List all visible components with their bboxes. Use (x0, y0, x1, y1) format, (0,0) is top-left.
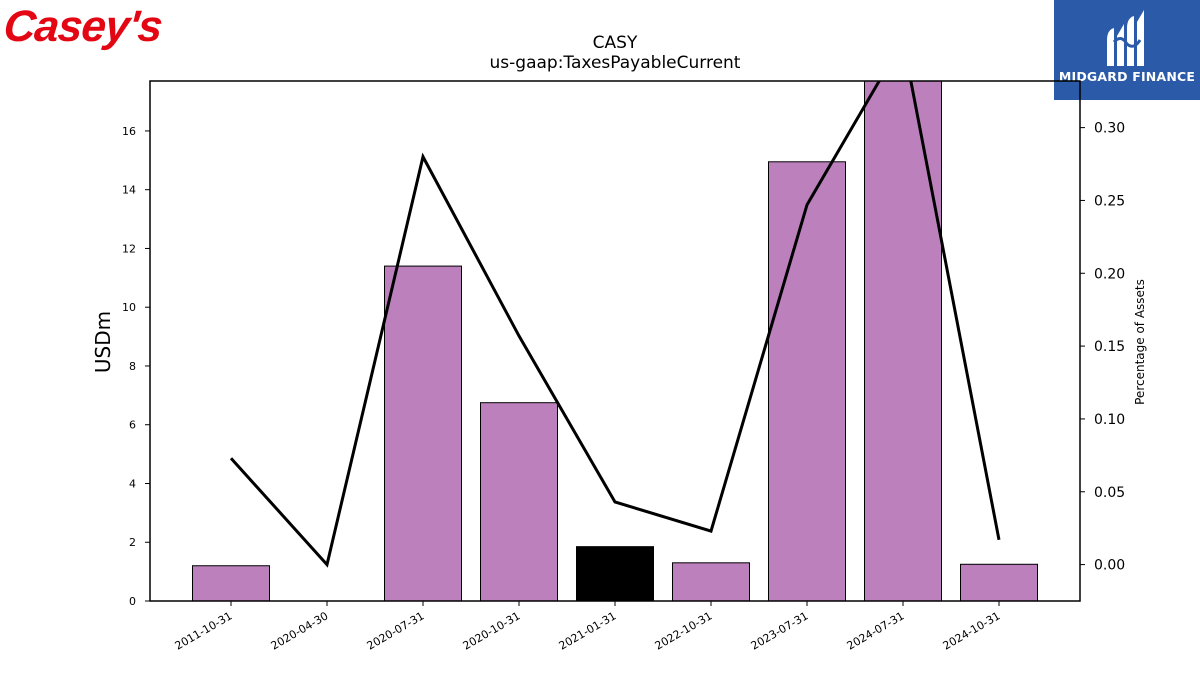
x-tick-label: 2024-10-31 (941, 609, 1003, 652)
y2-tick-label: 0.15 (1094, 339, 1125, 355)
y2-tick-label: 0.30 (1094, 121, 1125, 137)
bar-2022-10-31 (673, 563, 750, 601)
y-tick-label: 2 (129, 536, 136, 549)
x-tick-label: 2020-10-31 (461, 609, 523, 652)
y-tick-label: 12 (122, 242, 136, 255)
y2-axis-label: Percentage of Assets (1133, 279, 1147, 405)
x-tick-label: 2020-04-30 (269, 609, 331, 652)
x-tick-label: 2011-10-31 (173, 609, 235, 652)
y2-tick-label: 0.05 (1094, 485, 1125, 501)
bar-2020-07-31 (385, 266, 462, 601)
y-axis-label: USDm (91, 311, 115, 373)
y-tick-label: 16 (122, 125, 136, 138)
x-tick-label: 2023-07-31 (749, 609, 811, 652)
bar-2024-10-31 (961, 564, 1038, 601)
x-tick-label: 2020-07-31 (365, 609, 427, 652)
y2-tick-label: 0.10 (1094, 412, 1125, 428)
y2-tick-label: 0.25 (1094, 193, 1125, 209)
chart: CASY us-gaap:TaxesPayableCurrent USDm Pe… (0, 0, 1200, 675)
y2-tick-label: 0.00 (1094, 558, 1125, 574)
chart-subtitle: us-gaap:TaxesPayableCurrent (490, 53, 741, 73)
y-tick-label: 6 (129, 419, 136, 432)
chart-title: CASY (593, 33, 638, 53)
y-tick-label: 0 (129, 595, 136, 608)
y-tick-label: 4 (129, 477, 136, 490)
bar-2011-10-31 (193, 566, 270, 601)
y-tick-label: 8 (129, 360, 136, 373)
bar-2023-07-31 (769, 162, 846, 601)
y-tick-label: 10 (122, 301, 136, 314)
y2-tick-label: 0.20 (1094, 266, 1125, 282)
bar-2024-07-31 (865, 75, 942, 601)
y-tick-label: 14 (122, 184, 136, 197)
x-tick-label: 2024-07-31 (845, 609, 907, 652)
bar-2021-01-31 (577, 547, 654, 601)
x-tick-label: 2021-01-31 (557, 609, 619, 652)
bar-2020-10-31 (481, 403, 558, 601)
x-tick-label: 2022-10-31 (653, 609, 715, 652)
